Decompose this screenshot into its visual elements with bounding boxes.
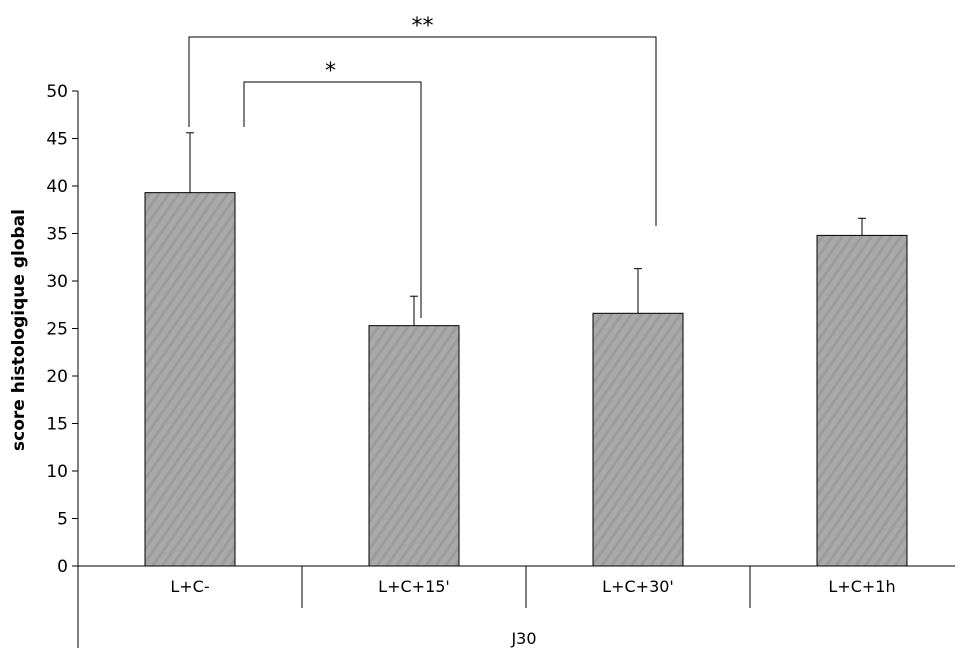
bar: [816, 234, 908, 567]
significance-bracket: [243, 81, 422, 318]
category-label: L+C+15': [378, 577, 450, 596]
category-label: L+C+30': [602, 577, 674, 596]
significance-bracket: [188, 36, 657, 226]
x-axis: L+C- L+C+15' L+C+30' L+C+1h: [78, 565, 955, 608]
y-tick-label: 0: [57, 557, 68, 577]
y-axis-label: score histologique global: [9, 209, 29, 451]
significance-label: **: [412, 14, 434, 39]
y-tick-label: 10: [46, 462, 68, 482]
y-tick-label: 45: [46, 130, 68, 150]
y-tick-label: 40: [46, 177, 68, 197]
y-tick-label: 5: [57, 510, 68, 530]
bar: [592, 312, 684, 567]
significance-brackets: ***: [188, 14, 657, 318]
y-tick-label: 25: [46, 320, 68, 340]
x-group-label: J30: [510, 629, 536, 648]
category-label: L+C+1h: [828, 577, 895, 596]
y-tick-label: 50: [46, 82, 68, 102]
significance-label: *: [325, 59, 336, 84]
category-label: L+C-: [170, 577, 209, 596]
bars: [144, 192, 908, 567]
bar: [368, 325, 460, 567]
y-tick-label: 15: [46, 415, 68, 435]
y-tick-label: 20: [46, 367, 68, 387]
y-tick-label: 35: [46, 225, 68, 245]
bar: [144, 192, 236, 567]
y-tick-label: 30: [46, 272, 68, 292]
error-bars: [186, 132, 866, 326]
y-ticks: 0 5 10 15 20 25 30 35 40 45 50: [46, 82, 78, 577]
